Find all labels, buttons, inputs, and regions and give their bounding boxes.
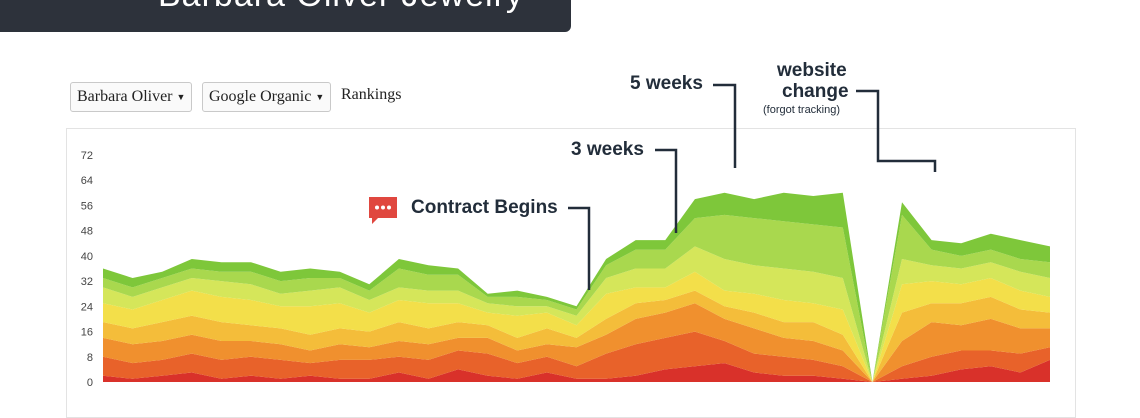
y-tick-label: 56 xyxy=(81,200,93,212)
banner-title: Barbara Oliver Jewelry xyxy=(158,0,524,15)
y-tick-label: 0 xyxy=(87,377,93,389)
ranking-chart: 0 8 16 24 32 40 48 56 64 72 xyxy=(81,83,1050,389)
client-select[interactable]: Barbara Oliver ▼ xyxy=(70,82,193,112)
area-series-7 xyxy=(103,214,1050,382)
website-change-note: (forgot tracking) xyxy=(763,104,841,116)
chat-bubble-icon xyxy=(369,197,397,224)
chevron-down-icon: ▼ xyxy=(176,92,186,103)
leader-website-change xyxy=(856,89,937,172)
area-series-1 xyxy=(103,359,1050,382)
y-tick-label: 48 xyxy=(81,226,93,238)
area-series-6 xyxy=(103,246,1050,382)
client-select-value: Barbara Oliver xyxy=(77,88,173,105)
y-tick-label: 24 xyxy=(81,301,93,313)
leader-3-weeks xyxy=(655,148,678,233)
y-tick-label: 16 xyxy=(81,327,93,339)
y-tick-label: 72 xyxy=(81,150,93,162)
area-series-2 xyxy=(103,331,1050,382)
source-select[interactable]: Google Organic ▼ xyxy=(202,82,332,112)
y-tick-label: 64 xyxy=(81,175,93,187)
five-weeks-label: 5 weeks xyxy=(630,73,703,94)
area-series-4 xyxy=(103,290,1050,382)
leader-contract xyxy=(568,206,591,290)
website-change-label-line2: change xyxy=(782,81,849,102)
rankings-label: Rankings xyxy=(341,86,402,103)
chevron-down-icon: ▼ xyxy=(315,92,325,103)
y-axis-ticks: 0 8 16 24 32 40 48 56 64 72 xyxy=(81,150,93,389)
leader-5-weeks xyxy=(713,83,737,168)
source-select-value: Google Organic xyxy=(209,88,312,105)
three-weeks-label: 3 weeks xyxy=(571,139,644,160)
area-series-5 xyxy=(103,271,1050,382)
contract-label: Contract Begins xyxy=(411,197,558,218)
annotation-leaders xyxy=(568,83,937,290)
chart-areas xyxy=(103,192,1050,382)
y-tick-label: 32 xyxy=(81,276,93,288)
y-tick-label: 40 xyxy=(81,251,93,263)
y-tick-label: 8 xyxy=(87,352,93,364)
title-banner: Barbara Oliver Jewelry xyxy=(0,0,571,32)
website-change-label-line1: website xyxy=(777,60,847,81)
